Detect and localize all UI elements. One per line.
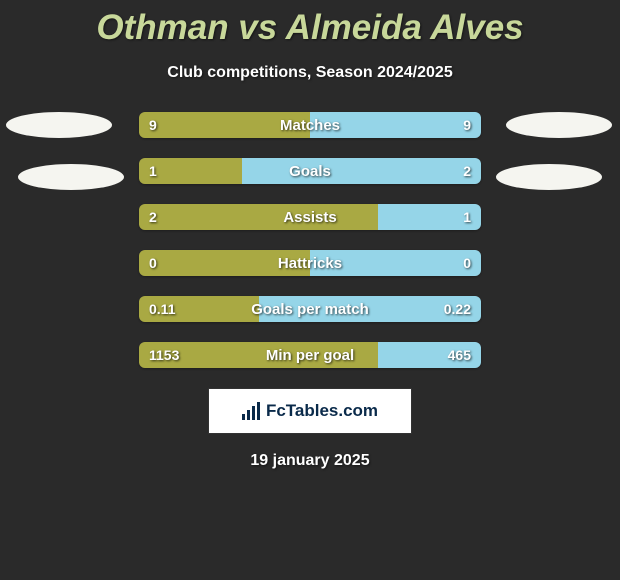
stat-value-right: 0.22: [444, 296, 471, 322]
stat-row: Matches9 9: [139, 112, 481, 138]
stat-value-left: 0: [149, 250, 157, 276]
stat-value-right: 0: [463, 250, 471, 276]
stat-value-left: 9: [149, 112, 157, 138]
brand-badge: FcTables.com: [208, 388, 412, 434]
player-oval-left-0: [6, 112, 112, 138]
stat-row: Goals1 2: [139, 158, 481, 184]
stat-value-right: 465: [448, 342, 471, 368]
stat-value-right: 2: [463, 158, 471, 184]
stat-row: Assists2 1: [139, 204, 481, 230]
brand-text: FcTables.com: [266, 401, 378, 421]
footer-date: 19 january 2025: [0, 452, 620, 470]
stat-label: Goals: [139, 158, 481, 184]
stat-value-right: 1: [463, 204, 471, 230]
stat-label: Assists: [139, 204, 481, 230]
stat-label: Goals per match: [139, 296, 481, 322]
stat-row: Min per goal1153 465: [139, 342, 481, 368]
stat-value-left: 1153: [149, 342, 179, 368]
stat-value-left: 2: [149, 204, 157, 230]
stat-row: Goals per match0.11 0.22: [139, 296, 481, 322]
stat-label: Matches: [139, 112, 481, 138]
player-oval-right-3: [496, 164, 602, 190]
brand-bars-icon: [242, 402, 260, 420]
stat-value-left: 0.11: [149, 296, 175, 322]
stat-label: Min per goal: [139, 342, 481, 368]
page-title: Othman vs Almeida Alves: [0, 0, 620, 48]
stat-value-right: 9: [463, 112, 471, 138]
stat-row: Hattricks0 0: [139, 250, 481, 276]
stat-value-left: 1: [149, 158, 157, 184]
subtitle: Club competitions, Season 2024/2025: [0, 64, 620, 82]
player-oval-right-1: [506, 112, 612, 138]
player-oval-left-2: [18, 164, 124, 190]
stat-label: Hattricks: [139, 250, 481, 276]
comparison-chart: Matches99Goals12Assists21Hattricks00Goal…: [0, 112, 620, 368]
